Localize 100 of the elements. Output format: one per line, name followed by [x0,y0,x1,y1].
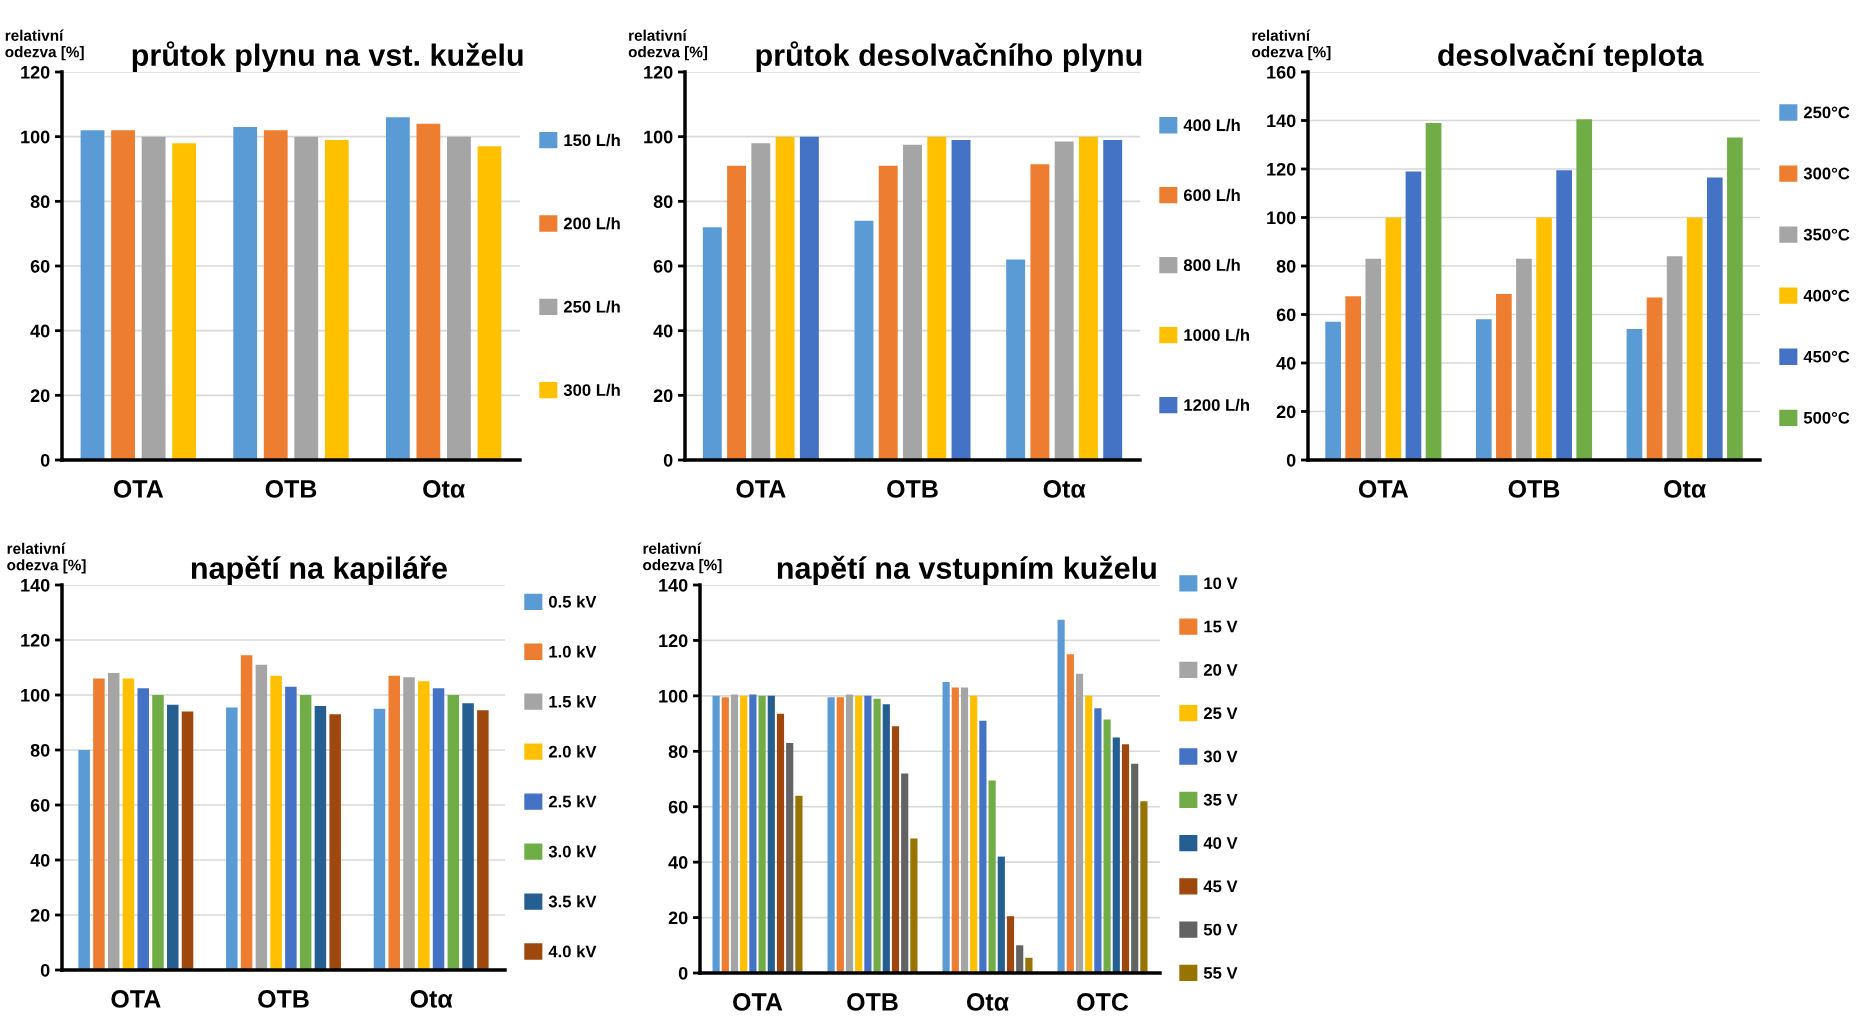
bar [324,139,349,460]
y-tick-label: 20 [30,389,50,403]
bar [1103,139,1123,460]
bar [388,675,401,970]
bar [891,726,900,973]
y-tick-label: 80 [30,195,50,209]
y-tick-label: 60 [30,798,50,812]
legend-label: 250 L/h [563,300,620,313]
y-tick-label: 120 [21,65,50,79]
bar [767,695,775,973]
bar [403,677,415,970]
bar [111,130,135,460]
bar [1425,122,1442,460]
bar [1075,673,1084,973]
bar [997,856,1005,973]
bar [1030,164,1050,460]
bar [882,704,890,973]
y-tick-label: 100 [644,130,673,144]
x-tick-label: OTC [1077,993,1129,1011]
y-tick-label: 80 [668,745,688,759]
chart-title: napětí na kapiláře [191,555,447,585]
legend-label: 800 L/h [1183,258,1240,272]
y-tick-label: 20 [668,911,688,925]
x-tick-label: OTB [1508,480,1560,498]
bar [477,710,489,970]
legend-label: 350°C [1803,228,1850,241]
legend-label: 10 V [1204,577,1238,590]
bar [233,126,258,460]
bar [1405,171,1422,460]
legend-label: 0.5 kV [548,595,597,608]
bar [970,695,978,973]
bar [1054,141,1074,460]
bar [418,681,430,970]
legend-label: 3.0 kV [548,845,597,858]
bar [1496,293,1512,460]
y-tick-label: 120 [644,65,673,79]
bar [447,136,471,460]
bar [462,703,474,970]
bar [270,675,282,970]
y-tick-label: 100 [21,130,50,144]
legend-label: 300 L/h [563,383,620,397]
bar [864,695,872,973]
y-tick-label: 140 [21,578,50,592]
x-tick-label: Otα [410,990,453,1008]
bar [137,688,149,970]
x-tick-label: OTB [847,993,898,1011]
y-tick-label: 60 [1276,308,1296,322]
bar [927,136,947,460]
bar [1057,619,1065,973]
bar [799,136,819,460]
y-axis-title: relativní odezva [%] [643,542,722,574]
bar [314,706,327,970]
legend-label: 1200 L/h [1184,398,1249,412]
legend-label: 2.5 kV [548,795,597,808]
bar [903,144,922,460]
legend-label: 2.0 kV [548,745,597,758]
legend-label: 1.5 kV [549,695,597,708]
bar [795,795,803,973]
bar [873,698,881,973]
bar [1365,258,1382,460]
legend-label: 50 V [1203,923,1238,936]
legend-label: 150 L/h [564,133,620,147]
bar [294,136,319,460]
y-tick-label: 120 [21,633,50,647]
x-tick-label: OTB [887,480,938,498]
bar [1475,319,1492,460]
bar [1666,256,1683,460]
x-tick-label: OTA [1358,480,1409,498]
y-tick-label: 0 [678,966,688,980]
x-tick-label: Otα [1043,480,1086,498]
y-tick-label: 100 [1267,211,1296,225]
y-tick-label: 60 [668,800,688,814]
y-tick-label: 80 [1276,259,1296,273]
bar [901,773,909,973]
legend-label: 600 L/h [1183,188,1240,202]
chart-title: průtok plynu na vst. kuželu [132,41,523,72]
x-tick-label: Otα [966,993,1009,1011]
x-tick-label: OTB [258,990,309,1008]
legend-label: 1000 L/h [1184,328,1249,342]
legend-label: 40 V [1203,837,1238,849]
bar [775,136,795,460]
bar [1706,177,1723,460]
bar [416,123,441,460]
bar [730,694,739,973]
bar [1556,170,1572,460]
y-axis-title: relativní odezva [%] [628,29,708,61]
y-tick-label: 140 [1267,114,1296,128]
bar [1516,258,1532,460]
bar [855,695,863,973]
y-tick-label: 20 [653,389,673,403]
bar [1131,763,1139,973]
bar [1325,321,1341,460]
y-tick-label: 40 [1276,356,1296,370]
bar [80,130,105,460]
bar [226,707,238,970]
y-tick-label: 60 [653,259,673,273]
x-tick-label: Otα [423,480,465,498]
bar [78,750,90,970]
y-tick-label: 40 [30,324,50,338]
y-tick-label: 60 [30,259,50,273]
